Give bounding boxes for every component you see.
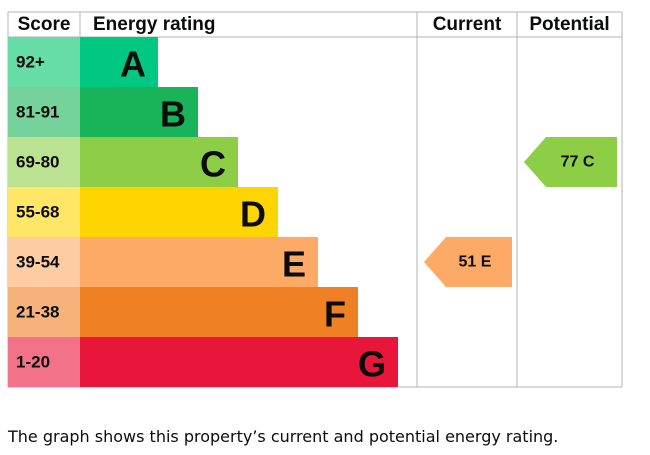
score-label-b: 81-91 <box>16 103 59 122</box>
current-rating-marker-label: 51 E <box>459 254 492 271</box>
score-label-g: 1-20 <box>16 353 50 372</box>
band-bar-e <box>80 237 318 287</box>
score-cell-a <box>8 37 80 87</box>
score-cell-e <box>8 237 80 287</box>
energy-rating-chart: Score Energy rating Current Potential 92+ A 81… <box>7 11 623 388</box>
band-letter-a: A <box>120 44 146 85</box>
current-header: Current <box>433 14 502 35</box>
band-bar-d <box>80 187 278 237</box>
chart-caption: The graph shows this property’s current … <box>8 427 559 446</box>
score-label-e: 39-54 <box>16 253 60 272</box>
potential-rating-marker <box>524 137 617 187</box>
band-letter-e: E <box>282 244 306 285</box>
score-label-a: 92+ <box>16 53 45 72</box>
band-bar-a <box>80 37 158 87</box>
band-letter-d: D <box>240 194 266 235</box>
potential-header: Potential <box>529 14 609 35</box>
score-label-f: 21-38 <box>16 303 59 322</box>
band-bar-b <box>80 87 198 137</box>
score-cell-f <box>8 287 80 337</box>
score-cell-c <box>8 137 80 187</box>
band-letter-g: G <box>358 344 386 385</box>
energy-rating-header: Energy rating <box>93 14 215 35</box>
score-label-d: 55-68 <box>16 203 59 222</box>
band-letter-f: F <box>324 294 346 335</box>
potential-rating-marker-label: 77 C <box>561 154 595 171</box>
band-bar-f <box>80 287 358 337</box>
band-bar-c <box>80 137 238 187</box>
score-header: Score <box>18 14 71 35</box>
band-letter-c: C <box>200 144 226 185</box>
band-letter-b: B <box>160 94 186 135</box>
score-cell-b <box>8 87 80 137</box>
band-bar-g <box>80 337 398 387</box>
score-cell-g <box>8 337 80 387</box>
score-cell-d <box>8 187 80 237</box>
current-rating-marker <box>424 237 512 287</box>
score-label-c: 69-80 <box>16 153 59 172</box>
